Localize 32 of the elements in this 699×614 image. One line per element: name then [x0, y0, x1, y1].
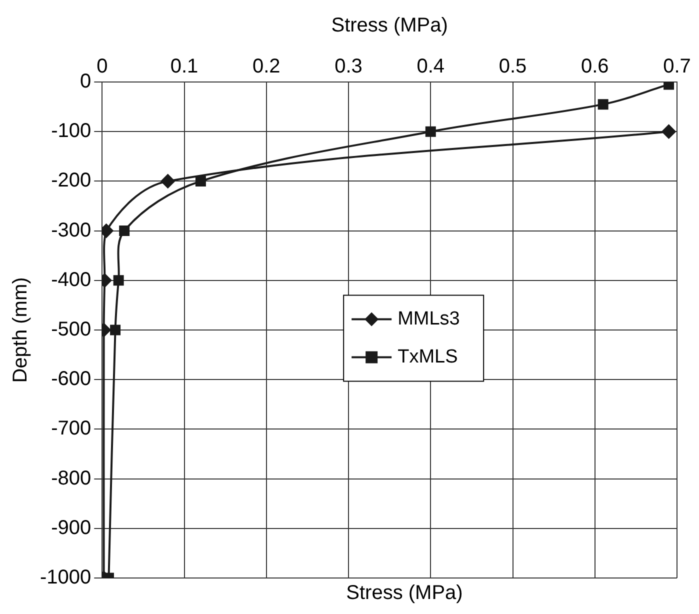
x-tick-label: 0.4	[416, 56, 445, 78]
point	[425, 126, 436, 137]
y-axis-title: Depth (mm)	[10, 277, 32, 383]
point	[664, 82, 674, 90]
y-tick-label: -800	[51, 467, 92, 490]
point	[119, 226, 130, 236]
y-tick-label: -500	[51, 318, 92, 341]
y-tick-label: -300	[51, 219, 92, 242]
x-tick-label: 0.1	[170, 56, 198, 78]
y-tick-label: -100	[51, 120, 92, 142]
x-tick-label: 0	[96, 56, 108, 78]
point	[195, 176, 206, 186]
x-tick-label: 0.6	[580, 56, 609, 78]
x-axis-title: Stress (MPa)	[331, 14, 448, 37]
legend-label: TxMLS	[398, 346, 458, 368]
text: Stress (MPa)	[346, 582, 463, 604]
x-tick-label: 0.2	[252, 56, 280, 78]
x-tick-label: 0.3	[334, 56, 362, 78]
legend-label: MMLs3	[398, 308, 460, 330]
y-tick-label: 0	[80, 70, 92, 93]
point	[110, 324, 121, 336]
y-tick-label: -200	[51, 170, 92, 192]
y-tick-label: -700	[51, 418, 92, 440]
y-tick-label: -1000	[40, 566, 92, 589]
point	[598, 99, 608, 110]
point	[102, 224, 114, 238]
y-tick-label: -600	[51, 368, 92, 390]
point	[113, 275, 124, 286]
y-tick-label: -900	[51, 516, 92, 539]
x-tick-label: 0.7	[663, 56, 691, 78]
x-tick-label: 0.5	[498, 56, 527, 78]
y-tick-label: -400	[51, 268, 92, 291]
